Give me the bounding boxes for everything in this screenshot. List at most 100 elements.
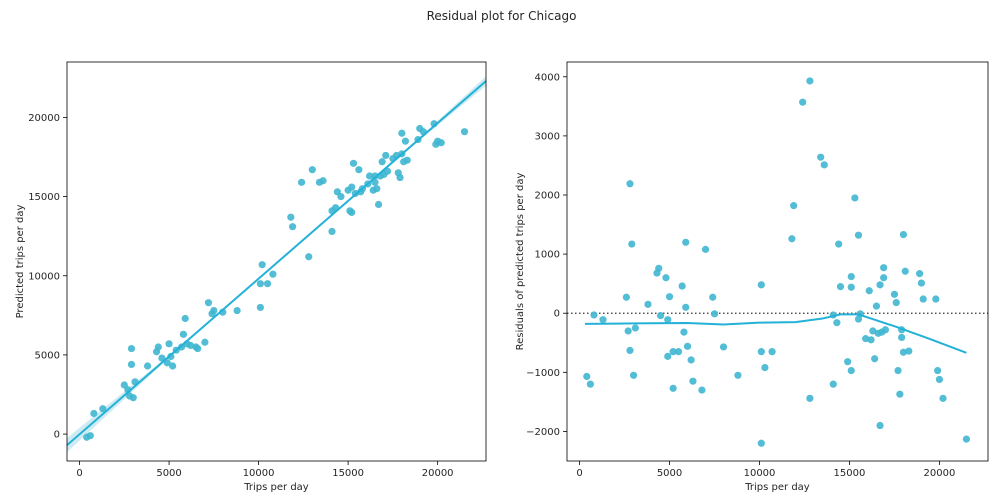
data-point: [820, 161, 828, 169]
data-point: [847, 283, 855, 291]
data-point: [934, 366, 942, 375]
data-point: [373, 185, 381, 193]
data-point: [734, 371, 742, 379]
data-point: [656, 311, 665, 320]
data-point: [680, 328, 688, 336]
y-tick-label: 4000: [535, 72, 560, 83]
data-point: [348, 183, 356, 191]
data-point: [308, 166, 316, 174]
data-point: [836, 283, 845, 291]
residual-plot: 0 5000 10000 15000 20000 −2000 −1000 0 1000 2000 3…: [515, 61, 989, 493]
data-point: [757, 348, 765, 356]
y-tick-label: −1000: [526, 368, 560, 379]
data-point: [917, 279, 926, 287]
data-point: [629, 371, 638, 379]
data-point: [269, 270, 277, 278]
data-point: [683, 342, 692, 350]
data-point: [297, 178, 306, 186]
data-point: [204, 299, 213, 307]
figure-title: Residual plot for Chicago: [426, 9, 577, 23]
data-point: [626, 346, 634, 355]
data-point: [86, 432, 94, 440]
data-point: [382, 151, 390, 160]
data-point: [631, 324, 639, 332]
data-point: [847, 366, 855, 375]
x-tick-label: 5000: [657, 468, 682, 479]
data-point: [366, 172, 374, 180]
data-point: [869, 327, 877, 335]
data-point: [378, 158, 386, 166]
data-point: [682, 303, 690, 311]
data-point: [337, 192, 345, 201]
data-point: [664, 352, 672, 360]
data-point: [179, 330, 187, 338]
data-point: [851, 194, 859, 202]
data-point: [143, 362, 152, 370]
data-point: [99, 405, 107, 413]
data-point: [305, 253, 313, 261]
data-point: [799, 98, 807, 106]
data-point: [201, 338, 209, 346]
data-point: [669, 348, 677, 356]
data-point: [701, 245, 710, 253]
y-tick-label: 5000: [35, 350, 60, 361]
x-axis-label: Trips per day: [744, 482, 810, 493]
data-point: [396, 173, 404, 182]
data-point: [644, 300, 652, 308]
data-point: [256, 303, 264, 312]
data-point: [935, 375, 944, 384]
data-point: [403, 156, 411, 164]
data-point: [829, 380, 837, 388]
data-point: [181, 314, 189, 323]
data-point: [586, 380, 594, 388]
x-tick-label: 5000: [156, 468, 181, 479]
y-tick-label: 0: [54, 430, 60, 441]
data-point: [599, 316, 607, 324]
axes-frame: [566, 61, 989, 462]
data-point: [460, 128, 469, 136]
data-point: [90, 409, 98, 418]
y-axis-label: Residuals of predicted trips per day: [515, 173, 526, 351]
data-point: [655, 264, 663, 272]
data-point: [348, 208, 356, 217]
data-point: [867, 336, 875, 344]
data-point: [678, 282, 686, 290]
x-tick-label: 0: [76, 468, 82, 479]
data-point: [233, 306, 241, 315]
data-point: [862, 335, 870, 343]
data-point: [127, 344, 136, 353]
data-point: [319, 177, 327, 185]
data-point: [167, 352, 175, 361]
y-tick-label: 15000: [28, 192, 60, 203]
data-point: [626, 180, 634, 188]
data-point: [662, 274, 670, 282]
data-point: [398, 129, 406, 137]
data-point: [892, 298, 900, 307]
data-point: [876, 281, 884, 289]
data-point: [790, 202, 798, 210]
y-tick-label: 3000: [535, 131, 560, 142]
data-point: [287, 213, 295, 221]
data-point: [258, 261, 266, 269]
data-point: [163, 359, 171, 367]
x-tick-label: 20000: [422, 468, 454, 479]
data-point: [210, 306, 218, 315]
data-point: [689, 377, 697, 385]
data-point: [871, 355, 879, 363]
data-point: [674, 348, 683, 356]
data-point: [165, 340, 173, 348]
x-tick-label: 10000: [744, 468, 776, 479]
y-tick-label: 2000: [535, 191, 560, 202]
data-point: [628, 240, 636, 248]
data-point: [698, 386, 706, 394]
x-tick-label: 20000: [924, 468, 956, 479]
x-tick-label: 15000: [332, 468, 364, 479]
data-point: [817, 153, 825, 161]
data-point: [835, 240, 843, 248]
data-point: [590, 311, 598, 319]
data-point: [622, 293, 630, 301]
data-point: [847, 272, 855, 281]
y-tick-label: −2000: [526, 427, 560, 438]
data-point: [939, 394, 947, 402]
